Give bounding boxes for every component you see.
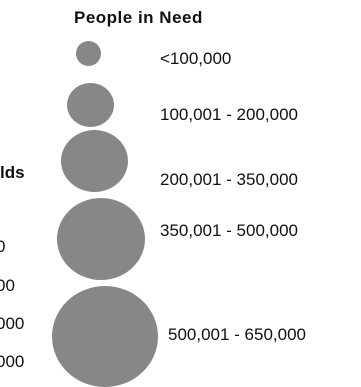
legend-symbol-class-4 [57, 198, 145, 280]
legend-title: People in Need [74, 8, 203, 27]
clipped-legend-row-fragment-4: 000 [0, 352, 25, 371]
clipped-legend-row-fragment-2: 00 [0, 276, 15, 295]
legend-label-class-2: 100,001 - 200,000 [160, 105, 299, 124]
clipped-legend-row-fragment-1: 0 [0, 237, 6, 256]
legend-label-class-1: <100,000 [160, 49, 232, 68]
legend-symbol-class-2 [67, 83, 114, 127]
clipped-legend-heading-fragment: lds [0, 163, 25, 182]
legend-label-class-4: 350,001 - 500,000 [160, 221, 299, 240]
clipped-legend-row-fragment-3: 000 [0, 314, 25, 333]
legend-symbol-class-1 [76, 41, 101, 66]
legend-symbol-class-5 [52, 286, 158, 387]
legend-label-class-3: 200,001 - 350,000 [160, 170, 299, 189]
legend-label-class-5: 500,001 - 650,000 [168, 325, 307, 344]
legend-symbol-class-3 [61, 130, 128, 192]
